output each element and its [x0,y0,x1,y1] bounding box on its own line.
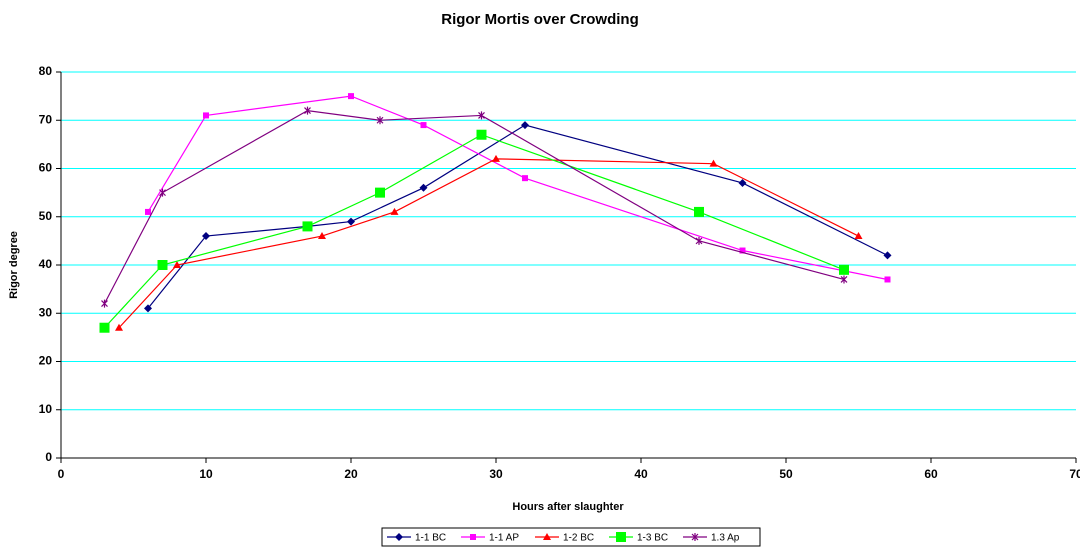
marker [318,232,326,240]
legend: 1-1 BC 1-1 AP 1-2 BC 1-3 BC 1.3 Ap [381,527,761,547]
marker [884,276,891,283]
marker [101,299,108,308]
marker [738,178,747,187]
y-tick-label: 20 [39,354,53,368]
marker [709,159,718,167]
legend-label: 1.3 Ap [711,533,740,544]
x-tick-label: 10 [199,467,213,481]
marker [476,129,487,140]
y-tick-label: 30 [39,305,53,319]
marker [695,236,703,245]
legend-marker [691,533,699,541]
marker [347,217,355,226]
y-tick-label: 0 [45,450,52,464]
marker [173,261,181,268]
x-tick-label: 30 [489,467,503,481]
marker [144,304,152,313]
marker [522,175,528,182]
marker [521,121,529,130]
x-tick-label: 60 [924,467,938,481]
y-tick-label: 80 [39,64,53,78]
marker [157,260,168,270]
marker [348,93,354,100]
legend-marker [395,533,403,541]
marker [115,323,123,331]
marker [492,154,500,162]
marker [420,122,427,129]
marker [390,207,399,215]
marker [840,275,848,284]
legend-label: 1-3 BC [637,533,668,544]
x-tick-label: 70 [1069,467,1080,481]
marker [694,206,704,217]
legend-label: 1-1 AP [489,533,519,544]
x-tick-label: 20 [344,467,358,481]
marker [883,251,892,260]
marker [739,247,746,254]
series-line [147,124,888,309]
y-tick-label: 60 [39,161,53,175]
x-tick-label: 40 [634,467,648,481]
legend-box [381,527,761,547]
y-tick-label: 10 [39,402,53,416]
marker [854,232,863,240]
y-tick-label: 70 [39,112,53,126]
legend-label: 1-2 BC [563,533,594,544]
series-line [104,134,845,329]
marker [376,116,384,125]
marker [304,106,311,115]
marker [159,188,166,197]
legend-marker [616,532,626,542]
marker [375,187,385,198]
x-tick-label: 50 [779,467,793,481]
marker [145,208,151,215]
y-tick-label: 40 [39,257,53,271]
marker [478,111,485,120]
legend-marker [470,534,476,540]
marker [99,322,110,333]
legend-marker [543,533,551,540]
y-axis-label: Rigor degree [8,231,20,299]
marker [839,264,849,275]
x-tick-label: 0 [58,467,65,481]
legend-label: 1-1 BC [415,533,446,544]
marker [419,183,428,192]
series-line [118,158,859,329]
chart-title: Rigor Mortis over Crowding [441,11,639,28]
marker [203,112,209,119]
x-axis-label: Hours after slaughter [512,501,624,513]
y-tick-label: 50 [39,209,53,223]
series-line [147,95,888,281]
marker [302,221,313,232]
marker [202,232,210,241]
